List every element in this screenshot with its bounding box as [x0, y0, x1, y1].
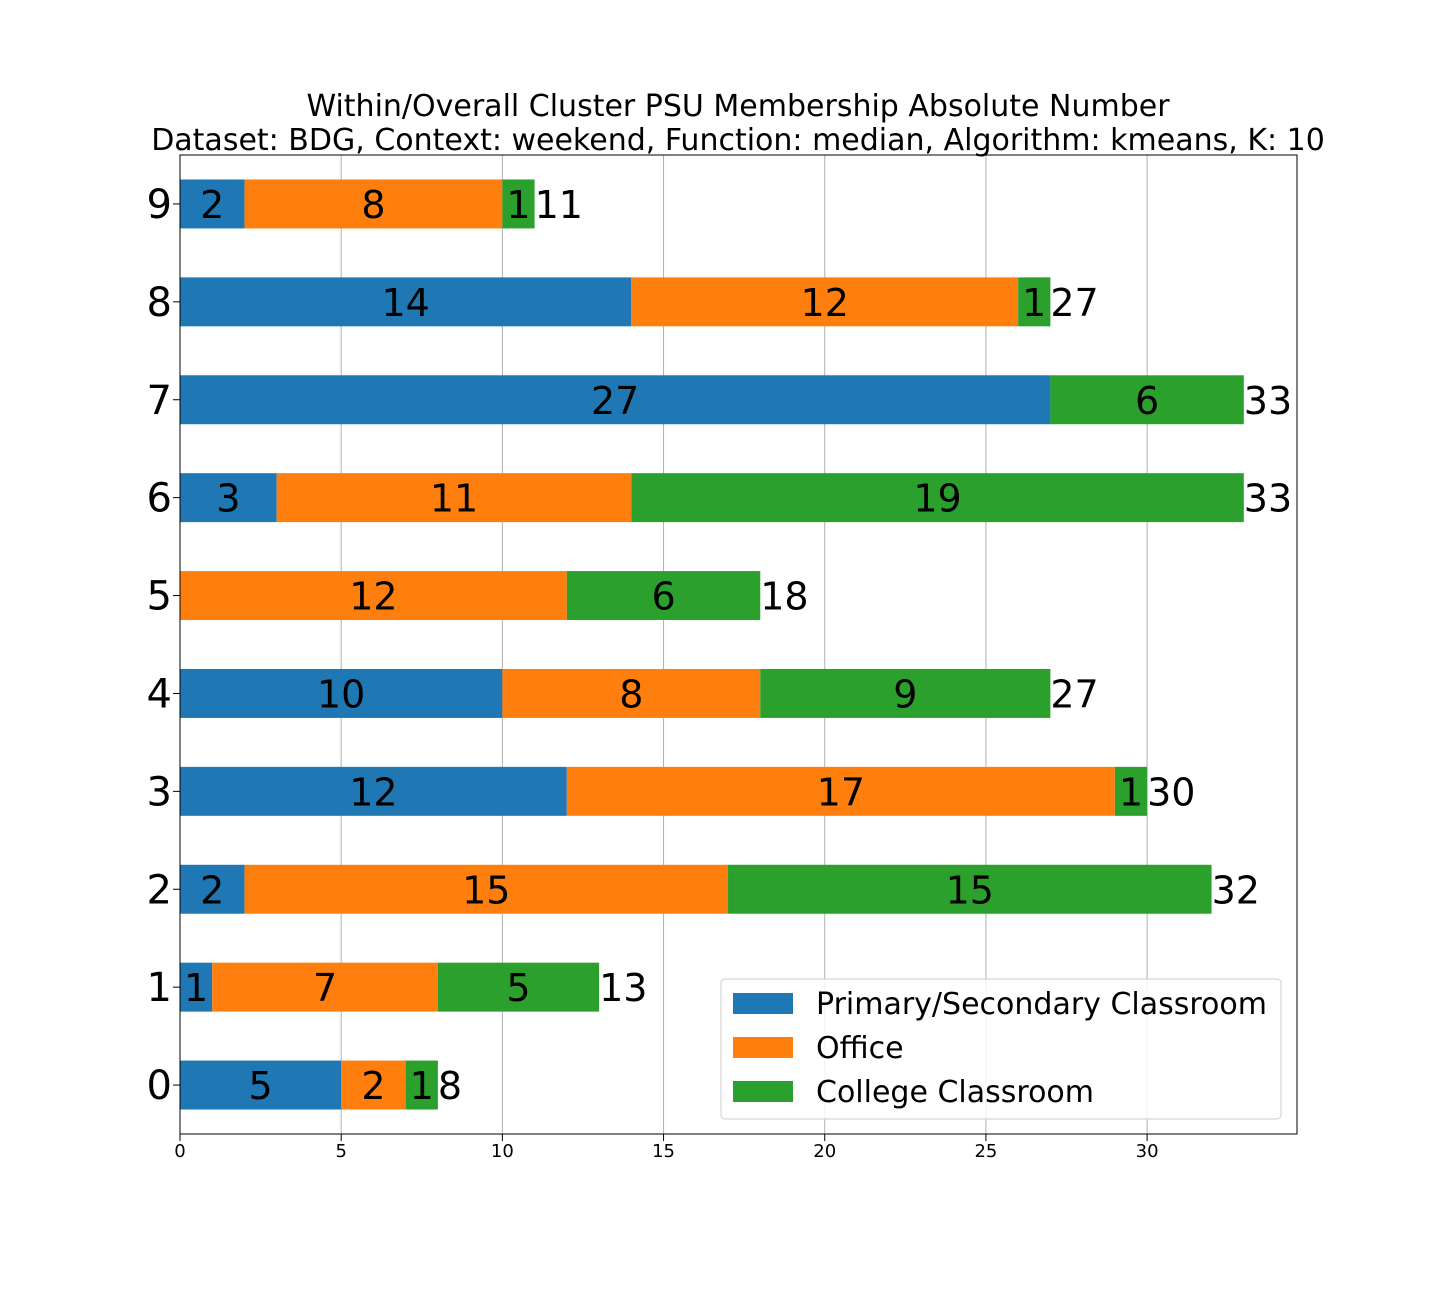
x-tick-label: 15 — [652, 1141, 675, 1162]
segment-value-label: 2 — [200, 868, 224, 912]
segment-value-label: 27 — [591, 379, 639, 423]
legend-box — [720, 978, 1282, 1120]
bar-segment — [180, 571, 567, 621]
bar-segment — [502, 668, 761, 718]
segment-value-label: 17 — [817, 770, 865, 814]
x-tick-label: 25 — [974, 1141, 997, 1162]
bar-segment — [437, 962, 600, 1012]
segment-value-label: 19 — [913, 477, 961, 521]
x-tick-label: 5 — [335, 1141, 346, 1162]
total-value-label: 32 — [1212, 868, 1260, 912]
legend-label: Primary/Secondary Classroom — [816, 987, 1267, 1022]
bar-segment — [1050, 375, 1244, 425]
segment-value-label: 6 — [651, 575, 675, 619]
chart-subtitle: Dataset: BDG, Context: weekend, Function… — [151, 123, 1325, 158]
segment-value-label: 1 — [506, 183, 530, 227]
segment-value-label: 5 — [248, 1064, 272, 1108]
segment-value-label: 6 — [1135, 379, 1159, 423]
y-tick-label: 4 — [147, 671, 172, 717]
segment-value-label: 8 — [619, 672, 643, 716]
bar-segment — [244, 179, 503, 229]
y-tick-label: 8 — [147, 280, 172, 326]
segment-value-label: 11 — [430, 477, 478, 521]
segment-value-label: 14 — [381, 281, 429, 325]
segment-value-label: 10 — [317, 672, 365, 716]
segment-value-label: 12 — [349, 770, 397, 814]
total-value-label: 27 — [1050, 672, 1098, 716]
bar-segment — [1018, 277, 1051, 327]
segment-value-label: 2 — [200, 183, 224, 227]
bar-segment — [180, 277, 632, 327]
segment-value-label: 1 — [1119, 770, 1143, 814]
legend-swatch — [733, 1037, 793, 1058]
bar-segment — [180, 179, 245, 229]
bar-segment — [180, 1060, 342, 1110]
bar-segment — [180, 668, 503, 718]
x-tick-label: 0 — [174, 1141, 185, 1162]
segment-value-label: 5 — [506, 966, 530, 1010]
bar-segment — [212, 962, 438, 1012]
y-tick-label: 6 — [147, 476, 172, 522]
bar-segment — [566, 766, 1115, 816]
bar-segment — [760, 668, 1051, 718]
total-value-label: 27 — [1050, 281, 1098, 325]
bar-segment — [180, 766, 567, 816]
bar-segment — [244, 864, 729, 914]
y-tick-label: 9 — [147, 182, 172, 228]
total-value-label: 11 — [535, 183, 583, 227]
segment-value-label: 15 — [462, 868, 510, 912]
segment-value-label: 12 — [349, 575, 397, 619]
bars-layer — [180, 179, 1244, 1110]
legend-swatch — [733, 993, 793, 1014]
legend-label: Office — [816, 1031, 904, 1066]
segment-value-label: 7 — [313, 966, 337, 1010]
bar-segment — [180, 962, 213, 1012]
bar-segment — [180, 375, 1051, 425]
bar-segment — [1114, 766, 1148, 816]
y-tick-label: 2 — [147, 867, 172, 913]
bar-segment — [180, 473, 277, 523]
segment-value-label: 12 — [801, 281, 849, 325]
segment-value-label: 9 — [893, 672, 917, 716]
bar-segment — [405, 1060, 438, 1110]
bar-segment — [631, 277, 1019, 327]
total-value-label: 13 — [599, 966, 647, 1010]
segment-value-label: 15 — [946, 868, 994, 912]
bar-segment — [341, 1060, 406, 1110]
segment-value-label: 2 — [361, 1064, 385, 1108]
segment-value-label: 8 — [361, 183, 385, 227]
bar-segment — [566, 571, 761, 621]
total-value-label: 18 — [760, 575, 808, 619]
y-tick-label: 3 — [147, 769, 172, 815]
segment-value-label: 1 — [1022, 281, 1046, 325]
plot-frame — [179, 154, 1298, 1135]
segment-value-label: 1 — [184, 966, 208, 1010]
y-tick-label: 5 — [147, 574, 172, 620]
x-tick-label: 20 — [813, 1141, 836, 1162]
y-tick-label: 1 — [147, 965, 172, 1011]
bar-segment — [631, 473, 1244, 523]
total-value-label: 33 — [1244, 477, 1292, 521]
y-tick-label: 7 — [147, 378, 172, 424]
bar-segment — [180, 864, 245, 914]
total-value-label: 30 — [1147, 770, 1195, 814]
bar-segment — [502, 179, 535, 229]
bar-segment — [276, 473, 632, 523]
total-value-label: 8 — [438, 1064, 462, 1108]
legend-swatch — [733, 1081, 793, 1102]
segment-value-label: 1 — [410, 1064, 434, 1108]
x-tick-label: 10 — [491, 1141, 514, 1162]
total-value-label: 33 — [1244, 379, 1292, 423]
y-tick-label: 0 — [147, 1063, 172, 1109]
chart-title: Within/Overall Cluster PSU Membership Ab… — [306, 89, 1170, 124]
bar-segment — [728, 864, 1212, 914]
legend-label: College Classroom — [816, 1075, 1094, 1110]
segment-value-label: 3 — [216, 477, 240, 521]
legend: Primary/Secondary Classroom Office College… — [720, 978, 1282, 1120]
x-tick-label: 30 — [1136, 1141, 1159, 1162]
